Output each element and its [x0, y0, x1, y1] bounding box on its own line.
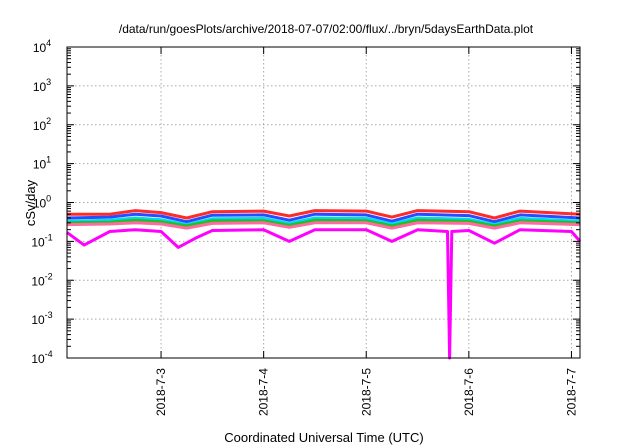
y-axis-label: cSv/day: [23, 179, 38, 226]
y-tick-label: 10-2: [31, 271, 52, 288]
x-axis: 2018-7-3 2018-7-4 2018-7-5 2018-7-6 2018-7-7: [154, 47, 578, 416]
series-line: [66, 221, 581, 230]
x-tick-label: 2018-7-6: [462, 368, 476, 416]
y-tick-label: 10-3: [31, 310, 52, 327]
x-tick-label: 2018-7-5: [359, 368, 373, 416]
y-axis: 10-4 10-3 10-2 10-1 100 101 102 103 104: [31, 38, 580, 366]
x-tick-label: 2018-7-4: [257, 368, 271, 416]
x-tick-label: 2018-7-3: [154, 368, 168, 416]
y-tick-label: 10-4: [31, 349, 52, 366]
y-tick-label: 100: [33, 194, 51, 211]
y-tick-label: 102: [33, 116, 51, 133]
y-tick-label: 103: [33, 77, 51, 94]
y-tick-label: 10-1: [31, 232, 52, 249]
series-line: [66, 228, 582, 360]
y-tick-label: 104: [33, 38, 51, 55]
x-tick-label: 2018-7-7: [564, 368, 578, 416]
grid: [67, 47, 580, 358]
series-line: [66, 212, 581, 224]
series-layer: [66, 209, 582, 360]
y-tick-label: 101: [33, 155, 51, 172]
x-axis-label: Coordinated Universal Time (UTC): [224, 430, 423, 445]
series-line: [66, 218, 581, 228]
series-line: [66, 216, 581, 227]
series-line: [67, 209, 581, 220]
chart-title: /data/run/goesPlots/archive/2018-07-07/0…: [119, 22, 534, 36]
